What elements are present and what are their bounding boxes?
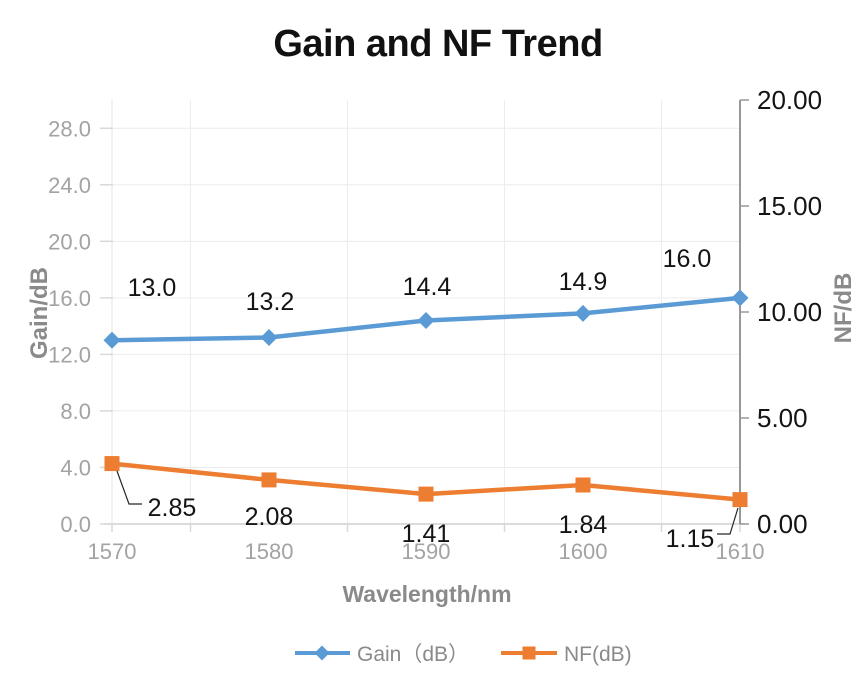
axes: 0.0 4.0 8.0 12.0 16.0 20.0 24.0 28.0 0.00 5.00 10.…: [48, 85, 822, 564]
left-axis-tick-label: 4.0: [60, 455, 91, 480]
left-axis-title: Gain/dB: [26, 267, 53, 359]
legend: Gain（dB） NF(dB): [295, 643, 632, 666]
nf-point-square-marker: [418, 486, 434, 502]
legend-gain-diamond-icon: [314, 645, 330, 661]
left-axis-tick-label: 28.0: [48, 116, 91, 141]
gain-point-diamond-marker: [731, 289, 749, 307]
nf-point-square-marker: [261, 472, 277, 488]
gain-data-label: 13.0: [128, 274, 177, 302]
gain-point-diamond-marker: [417, 311, 435, 329]
nf-data-label: 1.15: [666, 525, 715, 553]
x-axis-tick-label: 1570: [88, 539, 137, 564]
data-labels: 13.0 13.2 14.4 14.9 16.0 2.85 2.08 1.41 1.84 1.15: [116, 245, 739, 553]
gain-data-label: 16.0: [663, 245, 712, 273]
nf-point-square-marker: [104, 456, 120, 472]
nf-point-square-marker: [575, 477, 591, 493]
nf-data-label: 2.08: [245, 503, 294, 531]
nf-point-square-marker: [732, 492, 748, 508]
gain-data-label: 14.4: [403, 273, 452, 301]
legend-item-gain: Gain（dB）: [295, 643, 469, 666]
gain-data-label: 14.9: [559, 268, 608, 296]
x-axis-tick-label: 1590: [402, 539, 451, 564]
left-axis-tick-label: 12.0: [48, 342, 91, 367]
right-axis-tick-label: 15.00: [757, 191, 822, 221]
right-axis-tick-label: 10.00: [757, 297, 822, 327]
nf-label-leader-line: [717, 507, 739, 535]
right-axis-tick-label: 5.00: [757, 403, 808, 433]
x-axis-tick-label: 1610: [716, 539, 765, 564]
x-axis-tick-label: 1580: [245, 539, 294, 564]
right-axis-tick-label: 0.00: [757, 509, 808, 539]
left-axis-tick-label: 16.0: [48, 286, 91, 311]
nf-data-label: 1.41: [402, 520, 451, 548]
right-axis-tick-label: 20.00: [757, 85, 822, 115]
x-axis-tick-label: 1600: [559, 539, 608, 564]
legend-nf-square-icon: [522, 646, 536, 660]
nf-data-label: 1.84: [559, 511, 608, 539]
gridlines: [106, 100, 740, 524]
gain-data-label: 13.2: [246, 288, 295, 316]
gain-point-diamond-marker: [103, 331, 121, 349]
gain-point-diamond-marker: [260, 328, 278, 346]
gain-point-diamond-marker: [574, 304, 592, 322]
left-axis-tick-label: 24.0: [48, 173, 91, 198]
right-axis-title: NF/dB: [830, 273, 857, 344]
series: [103, 289, 749, 508]
left-axis-tick-label: 0.0: [60, 512, 91, 537]
legend-nf-label: NF(dB): [564, 643, 632, 666]
left-axis-tick-label: 20.0: [48, 229, 91, 254]
nf-label-leader-line: [116, 470, 142, 505]
left-axis-tick-label: 8.0: [60, 399, 91, 424]
chart-title: Gain and NF Trend: [273, 23, 602, 65]
x-axis-title: Wavelength/nm: [342, 581, 511, 607]
legend-item-nf: NF(dB): [501, 643, 632, 666]
nf-data-label: 2.85: [148, 494, 197, 522]
legend-gain-label: Gain（dB）: [357, 643, 469, 666]
